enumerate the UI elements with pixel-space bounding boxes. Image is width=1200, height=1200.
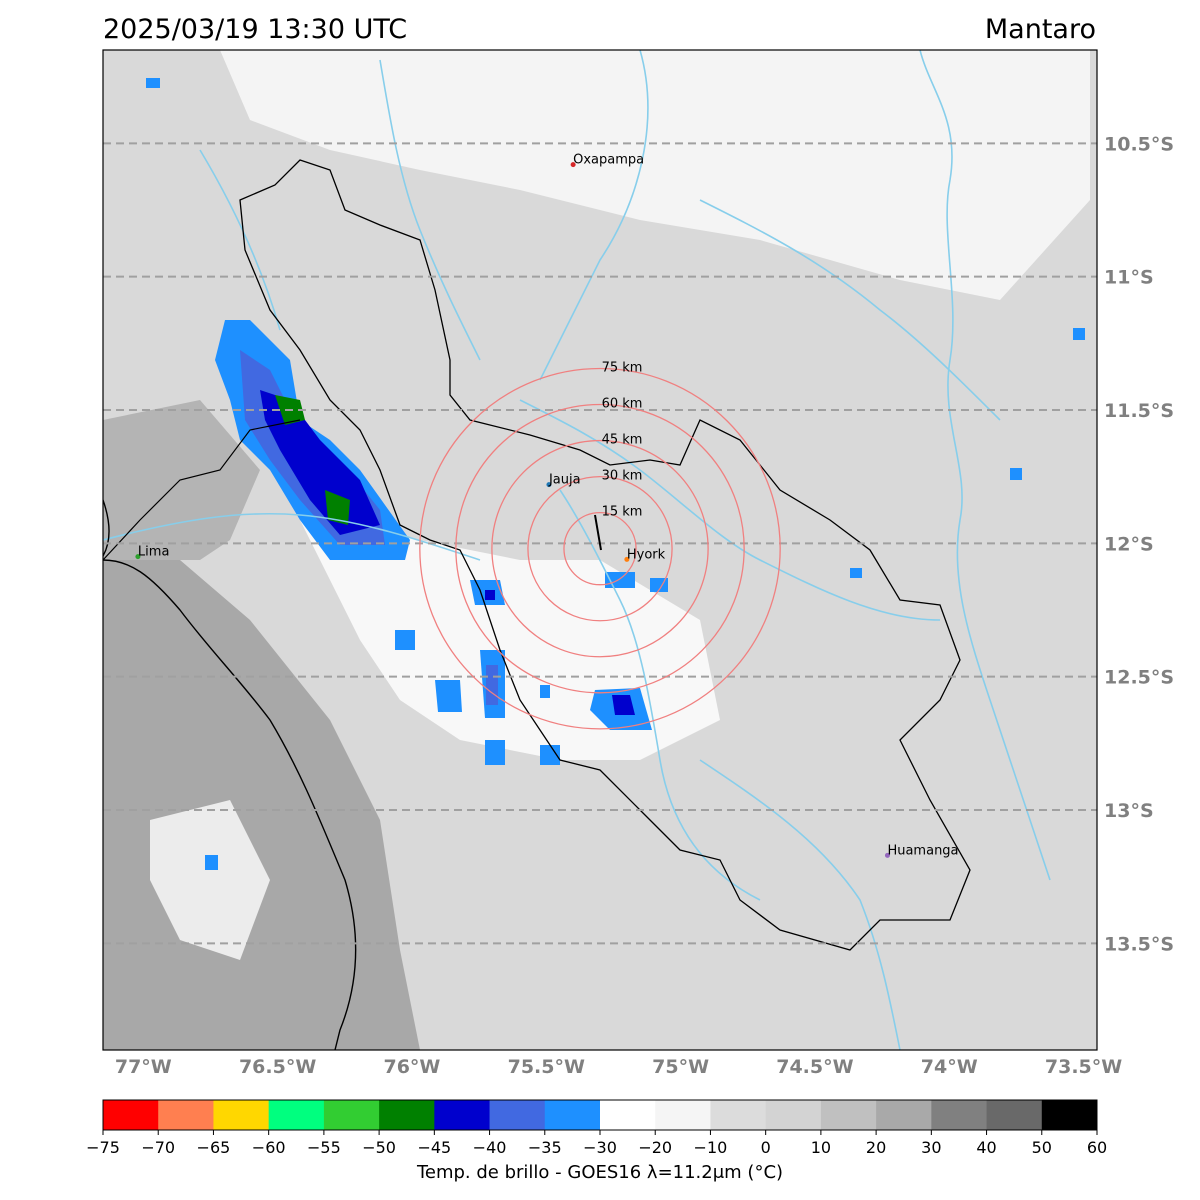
city-markers: Oxapampa Jauja Hyork Lima Huamanga: [135, 153, 959, 858]
colorbar-bin: [323, 1100, 380, 1130]
colorbar-tick-label: −20: [638, 1138, 672, 1157]
colorbar-bin: [765, 1100, 822, 1130]
lon-label: 76.5°W: [239, 1056, 316, 1078]
colorbar-tick-label: 20: [866, 1138, 886, 1157]
city-label: Lima: [138, 545, 169, 560]
colorbar-tick-label: −50: [362, 1138, 396, 1157]
lon-label: 75.5°W: [508, 1056, 585, 1078]
map-panel: [103, 50, 1097, 1050]
lon-label: 73.5°W: [1045, 1056, 1122, 1078]
colorbar-tick-label: 10: [811, 1138, 831, 1157]
colorbar-bin: [489, 1100, 546, 1130]
lon-label: 74°W: [921, 1056, 978, 1078]
colorbar-tick-label: −65: [197, 1138, 231, 1157]
lat-label: 11°S: [1104, 267, 1154, 289]
colorbar-bin: [544, 1100, 601, 1130]
timestamp-title: 2025/03/19 13:30 UTC: [103, 14, 408, 45]
colorbar-tick-label: 50: [1032, 1138, 1052, 1157]
colorbar-bin: [213, 1100, 270, 1130]
city-label: Jauja: [548, 473, 581, 488]
colorbar-tick-label: 30: [921, 1138, 941, 1157]
lat-label: 12.5°S: [1104, 667, 1174, 689]
colorbar-bin: [820, 1100, 877, 1130]
colorbar-title: Temp. de brillo - GOES16 λ=11.2μm (°C): [416, 1162, 784, 1183]
colorbar-bin: [434, 1100, 491, 1130]
colorbar-tick-label: −40: [473, 1138, 507, 1157]
city-label: Hyork: [627, 547, 666, 562]
colorbar-tick-label: −10: [694, 1138, 728, 1157]
range-ring-label: 75 km: [602, 360, 643, 375]
colorbar-bin: [268, 1100, 325, 1130]
latitude-labels: 10.5°S 11°S 11.5°S 12°S 12.5°S 13°S 13.5°S: [1104, 133, 1174, 955]
lon-label: 75°W: [652, 1056, 709, 1078]
range-ring: [563, 511, 637, 586]
map-frame: [102, 49, 1098, 1051]
range-ring-label: 45 km: [602, 433, 643, 448]
lat-label: 12°S: [1104, 533, 1154, 555]
range-ring-label: 30 km: [602, 469, 643, 484]
longitude-labels: 77°W 76.5°W 76°W 75.5°W 75°W 74.5°W 74°W 73.5°W: [115, 1056, 1122, 1078]
city-label: Oxapampa: [573, 153, 644, 168]
range-ring: [491, 439, 709, 658]
colorbar-bin: [710, 1100, 767, 1130]
lima-peninsula: [103, 499, 110, 557]
colorbar-tick-label: −35: [528, 1138, 562, 1157]
colorbar-tick-label: −75: [86, 1138, 120, 1157]
lon-label: 74.5°W: [776, 1056, 853, 1078]
colorbar-tick-label: −45: [417, 1138, 451, 1157]
colorbar-bin: [600, 1100, 656, 1130]
coastline: [103, 559, 357, 1050]
river-network: [103, 50, 1051, 1050]
city-marker: [546, 482, 552, 488]
city-marker: [570, 162, 576, 168]
lon-label: 77°W: [115, 1056, 172, 1078]
colorbar-bin: [986, 1100, 1043, 1130]
colorbar-bin: [655, 1100, 711, 1130]
city-marker: [884, 852, 890, 858]
colorbar-tick-label: 60: [1087, 1138, 1107, 1157]
region-title: Mantaro: [984, 14, 1096, 45]
lon-label: 76°W: [383, 1056, 440, 1078]
lat-label: 10.5°S: [1104, 133, 1174, 155]
range-ring: [527, 475, 673, 622]
range-ring: [455, 403, 745, 694]
colorbar-bin: [1041, 1100, 1098, 1130]
range-ring-label: 60 km: [602, 397, 643, 412]
colorbar-tick-label: −60: [252, 1138, 286, 1157]
lat-label: 13.5°S: [1104, 933, 1174, 955]
lat-label: 11.5°S: [1104, 400, 1174, 422]
range-ring-label: 15 km: [602, 505, 643, 520]
colorbar-tick-label: 0: [761, 1138, 771, 1157]
warm-lowland-region: [220, 50, 1090, 300]
colorbar-tick-label: −55: [307, 1138, 341, 1157]
radar-azimuth-line: [594, 514, 602, 551]
cold-cloud-cells: [146, 78, 1085, 870]
colorbar-tick-label: −70: [141, 1138, 175, 1157]
colorbar-bin: [931, 1100, 988, 1130]
colorbar-tick-label: −30: [583, 1138, 617, 1157]
range-ring: [419, 367, 781, 730]
adjacent-basin-outline: [103, 419, 301, 561]
radar-range-rings: 15 km 30 km 45 km 60 km 75 km: [419, 360, 781, 730]
city-marker: [624, 556, 630, 562]
colorbar: −75 −70 −65 −60 −55 −50 −45 −40 −35 −30 −20 −10 0 10 2…: [86, 1099, 1107, 1157]
lat-label: 13°S: [1104, 800, 1154, 822]
colorbar-bin: [158, 1100, 214, 1130]
colorbar-tick-label: 40: [976, 1138, 996, 1157]
bright-coastal-cloud: [150, 800, 270, 960]
city-marker: [135, 554, 141, 560]
colorbar-bin: [876, 1100, 932, 1130]
mantaro-basin-outline: [239, 159, 971, 951]
colorbar-bin: [103, 1100, 159, 1130]
colorbar-bin: [379, 1100, 435, 1130]
city-label: Huamanga: [887, 843, 958, 858]
